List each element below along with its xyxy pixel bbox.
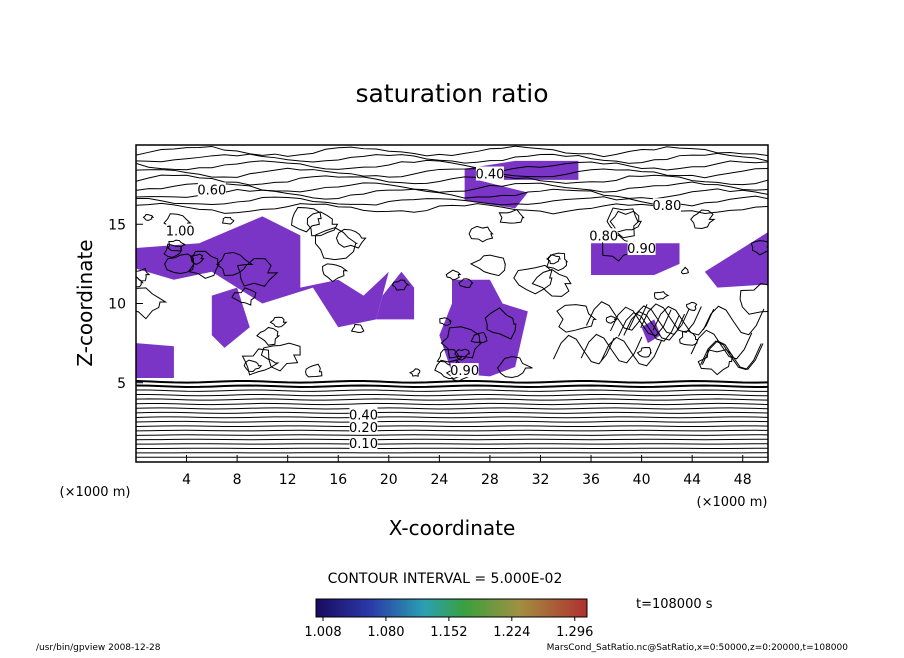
shaded-region <box>212 288 250 348</box>
contour-line <box>136 435 768 436</box>
contour-line <box>703 306 764 334</box>
contour-line <box>136 381 768 383</box>
contour-line <box>136 175 768 185</box>
y-tick-label: 10 <box>108 297 126 313</box>
contour-label: 0.90 <box>450 364 479 379</box>
colorbar-tick-label: 1.080 <box>367 625 404 640</box>
contour-label: 0.60 <box>197 183 226 198</box>
contour-label: 0.40 <box>349 408 378 423</box>
contour-line <box>638 347 652 357</box>
x-tick-label: 44 <box>683 472 701 488</box>
contour-line <box>471 255 505 276</box>
contour-line <box>680 331 698 345</box>
contour-label: 0.80 <box>589 229 618 244</box>
contour-line <box>352 324 364 332</box>
y-tick-label: 5 <box>117 376 126 392</box>
contour-line <box>223 217 235 224</box>
footer-left: /usr/bin/gpview 2008-12-28 <box>36 643 161 653</box>
contour-line <box>292 207 322 231</box>
time-label: t=108000 s <box>636 597 713 612</box>
contour-line <box>136 412 768 413</box>
x-tick-label: 8 <box>233 472 242 488</box>
contour-line <box>315 228 356 260</box>
contour-label: 0.80 <box>652 199 681 214</box>
contour-line <box>691 330 752 358</box>
contour-line <box>136 189 768 199</box>
contour-label: 1.00 <box>166 225 195 240</box>
y-axis-label: Z-coordinate <box>73 239 97 366</box>
contour-label: 0.90 <box>627 242 656 257</box>
contour-line <box>601 337 662 365</box>
x-axis-label: X-coordinate <box>389 516 516 540</box>
x-tick-label: 4 <box>182 472 191 488</box>
x-tick-label: 36 <box>582 472 600 488</box>
x-tick-label: 40 <box>633 472 651 488</box>
colorbar-tick-label: 1.008 <box>304 625 341 640</box>
contour-line <box>136 426 768 427</box>
contour-label: 0.10 <box>349 437 378 452</box>
contour-line <box>514 265 552 293</box>
contour-line <box>410 369 420 376</box>
contour-label: 0.40 <box>475 168 504 183</box>
contour-line <box>687 302 697 310</box>
contour-line <box>136 394 768 395</box>
contour-line <box>136 403 768 404</box>
contour-line <box>136 153 768 163</box>
contour-line <box>740 284 784 315</box>
colorbar-tick-label: 1.296 <box>556 625 593 640</box>
contour-line <box>682 267 689 274</box>
contour-line <box>136 408 768 409</box>
contour-line <box>499 210 523 224</box>
contour-line <box>469 226 492 241</box>
contour-line <box>586 302 647 330</box>
x-tick-label: 48 <box>734 472 752 488</box>
x-tick-label: 24 <box>430 472 448 488</box>
contour-interval: CONTOUR INTERVAL = 5.000E-02 <box>328 571 563 587</box>
x-tick-label: 28 <box>481 472 499 488</box>
contour-line <box>136 430 768 431</box>
contour-line <box>257 327 279 345</box>
contour-line <box>136 385 768 387</box>
y-tick-label: 15 <box>108 217 126 233</box>
x-tick-label: 16 <box>329 472 347 488</box>
contour-line <box>136 417 768 418</box>
contour-line <box>581 334 642 362</box>
contour-line <box>655 292 668 300</box>
x-tick-label: 20 <box>380 472 398 488</box>
colorbar <box>316 599 587 617</box>
contour-line <box>306 364 322 377</box>
contour-line <box>323 264 347 282</box>
contour-line <box>270 317 286 327</box>
y-unit: (×1000 m) <box>60 485 131 500</box>
contour-line <box>143 215 153 221</box>
contour-line <box>136 421 768 422</box>
shaded-region <box>136 343 174 378</box>
contour-line <box>701 341 762 369</box>
x-unit: (×1000 m) <box>697 495 768 510</box>
contour-line <box>629 306 690 334</box>
chart-title: saturation ratio <box>355 79 548 108</box>
contour-line <box>261 343 300 371</box>
colorbar-tick-label: 1.152 <box>430 625 467 640</box>
x-tick-label: 12 <box>279 472 297 488</box>
contour-line <box>126 288 165 319</box>
contour-line <box>136 390 768 391</box>
contour-line <box>336 229 365 248</box>
colorbar-tick-label: 1.224 <box>493 625 530 640</box>
contour-line <box>136 399 768 400</box>
x-tick-label: 32 <box>532 472 550 488</box>
contour-line <box>446 270 460 280</box>
footer-right: MarsCond_SatRatio.nc@SatRatio,x=0:50000,… <box>547 643 849 653</box>
